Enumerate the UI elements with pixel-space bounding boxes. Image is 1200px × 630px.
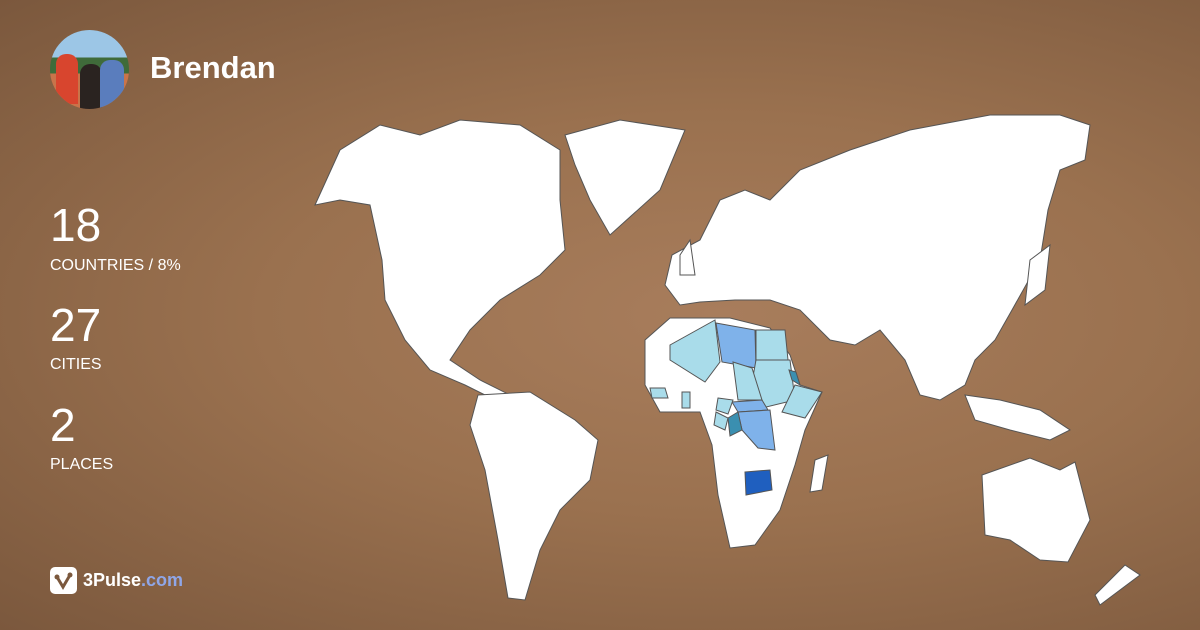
countries-label: COUNTRIES / 8% [50, 257, 181, 274]
country-libya [715, 322, 757, 369]
places-label: PLACES [50, 456, 114, 473]
country-egypt [755, 329, 789, 361]
country-gabon [713, 411, 729, 431]
countries-count: 18 [50, 199, 102, 251]
logo-icon [50, 567, 77, 594]
country-cameroon [715, 397, 734, 415]
new-zealand [1094, 564, 1141, 606]
japan [1024, 243, 1051, 307]
brand-name: 3Pulse [83, 570, 142, 590]
places-count: 2 [50, 399, 76, 451]
australia [981, 457, 1091, 563]
greenland [564, 119, 686, 236]
brand-logo[interactable]: 3Pulse.com [50, 567, 183, 594]
madagascar [809, 454, 829, 493]
cities-count: 27 [50, 299, 102, 351]
avatar [50, 30, 129, 109]
eurasia [664, 114, 1091, 401]
country-algeria [669, 319, 721, 383]
country-ghana [681, 391, 691, 409]
brand-domain: .com [141, 570, 184, 590]
cities-label: CITIES [50, 356, 102, 373]
country-botswana [744, 469, 773, 496]
country-congo [727, 411, 743, 437]
uk-ireland [679, 238, 696, 276]
country-eritrea [788, 369, 801, 387]
country-senegal [649, 387, 669, 399]
southeast-asia-islands [964, 394, 1071, 441]
south-america [469, 391, 599, 601]
country-ethiopia [781, 384, 823, 419]
profile-name: Brendan [150, 50, 276, 85]
north-america [314, 119, 566, 406]
